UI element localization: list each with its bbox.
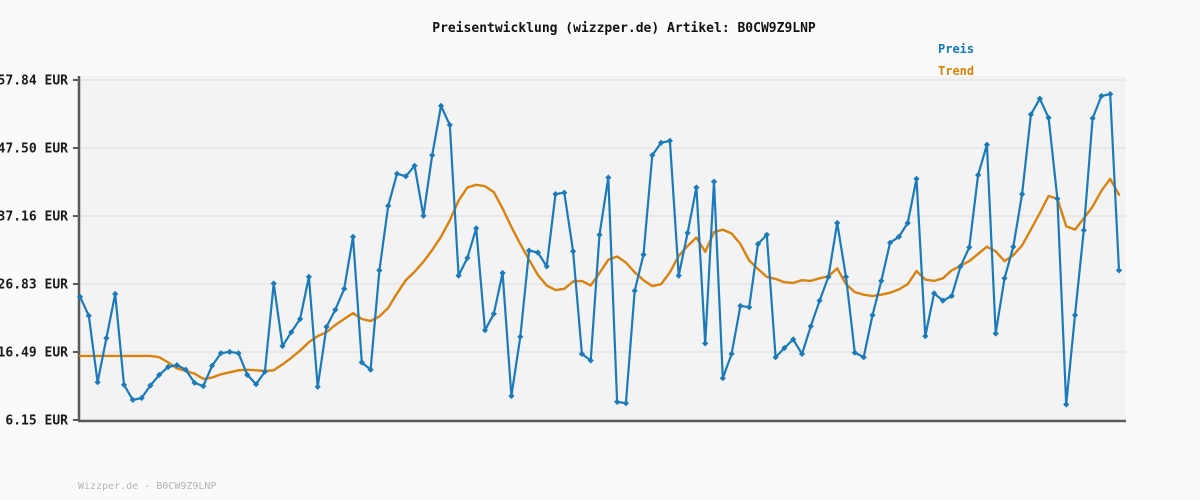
watermark-text: Wizzper.de - B0CW9Z9LNP [78,481,217,492]
y-tick-label: 6.15 EUR [5,414,68,429]
chart-title: Preisentwicklung (wizzper.de) Artikel: B… [432,21,816,36]
y-tick-label: 26.83 EUR [0,277,68,292]
chart-legend: Preis Trend [938,38,974,82]
trend-line [78,177,1121,381]
y-tick-label: 57.84 EUR [0,74,68,89]
y-tick-label: 47.50 EUR [0,142,68,157]
legend-item-preis: Preis [938,42,975,56]
y-tick-label: 37.16 EUR [0,210,68,225]
legend-item-trend: Trend [938,64,975,78]
plot-area [79,76,1126,421]
y-tick-label: 16.49 EUR [0,345,68,360]
